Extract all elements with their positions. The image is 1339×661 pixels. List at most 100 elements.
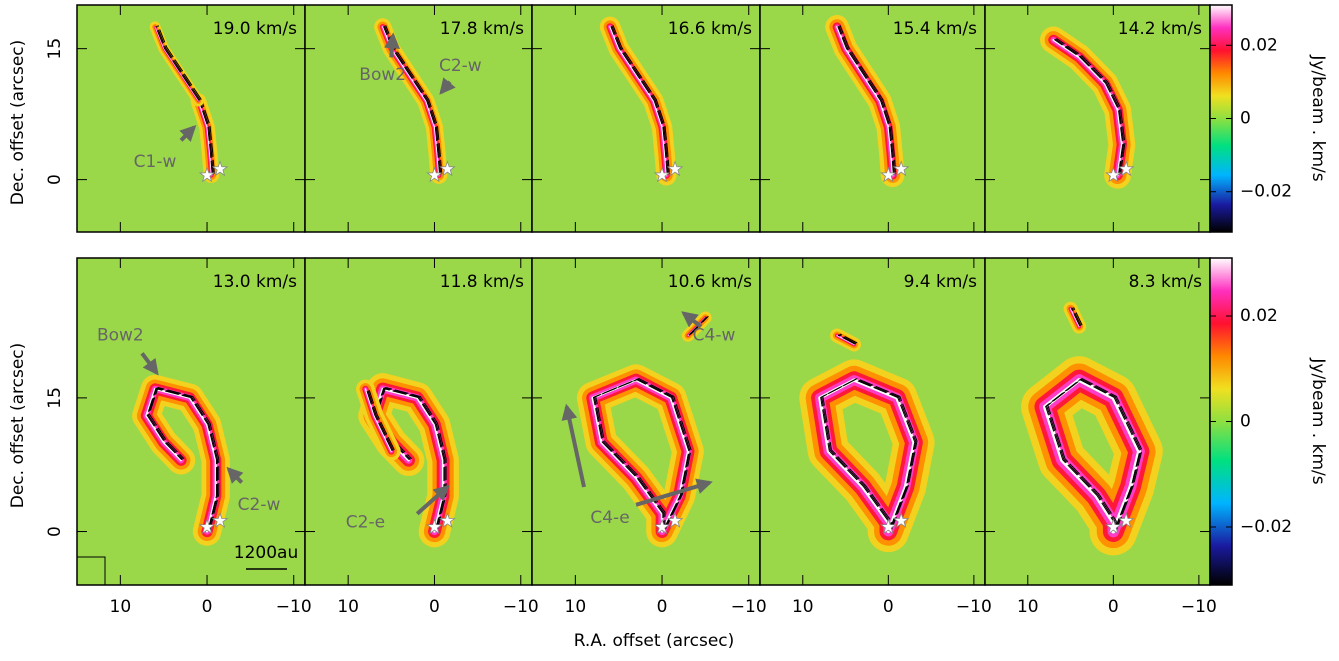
star bbox=[426, 166, 443, 183]
x-tick-label: −10 bbox=[731, 597, 767, 617]
background bbox=[532, 258, 760, 585]
arrow bbox=[439, 77, 456, 95]
emission bbox=[1070, 308, 1080, 327]
map bbox=[77, 5, 305, 232]
map bbox=[305, 258, 532, 585]
beam-box bbox=[76, 556, 106, 586]
velocity-label: 10.6 km/s bbox=[668, 272, 752, 292]
x-tick-label: 10 bbox=[1017, 597, 1039, 617]
colorbar-tick-label: −0.02 bbox=[1240, 517, 1292, 537]
panel: 10.6 km/s 10 0 −10 C4-w C4-e bbox=[531, 257, 767, 617]
star bbox=[892, 160, 910, 177]
star bbox=[211, 160, 229, 177]
map bbox=[760, 258, 985, 585]
contour bbox=[837, 334, 856, 345]
map bbox=[305, 5, 532, 232]
star bbox=[211, 512, 229, 528]
panel: 8.3 km/s 10 0 −10 bbox=[984, 257, 1217, 617]
contour bbox=[157, 25, 202, 100]
arrow bbox=[384, 32, 401, 58]
map bbox=[532, 5, 760, 232]
panel: 16.6 km/s bbox=[531, 4, 761, 233]
star bbox=[880, 166, 897, 183]
background bbox=[77, 5, 305, 232]
colorbar-tick-label: 0.02 bbox=[1240, 306, 1278, 326]
velocity-label: 13.0 km/s bbox=[213, 272, 297, 292]
contour bbox=[1073, 307, 1083, 326]
scale-bar-label: 1200au bbox=[234, 543, 298, 563]
colorbar-label: Jy/beam . km/s bbox=[1308, 357, 1328, 484]
contour bbox=[147, 387, 219, 531]
contour bbox=[146, 387, 218, 532]
map bbox=[985, 258, 1210, 585]
contour bbox=[200, 99, 215, 174]
annotation: C2-w bbox=[238, 495, 281, 515]
emission bbox=[364, 388, 392, 452]
contour bbox=[593, 378, 691, 531]
contour bbox=[1046, 378, 1142, 531]
annotation: Bow2 bbox=[359, 65, 406, 85]
contour bbox=[1053, 39, 1124, 175]
star bbox=[653, 166, 671, 183]
emission bbox=[154, 26, 199, 102]
contour bbox=[611, 25, 669, 175]
x-tick-label: 10 bbox=[792, 597, 814, 617]
panel: 15.4 km/s bbox=[759, 4, 986, 233]
arrow bbox=[561, 403, 586, 488]
x-tick-label: 10 bbox=[337, 597, 359, 617]
contour bbox=[199, 99, 214, 175]
arrow bbox=[226, 466, 244, 484]
star bbox=[892, 512, 910, 528]
contour bbox=[838, 334, 857, 344]
annotation: C1-w bbox=[134, 152, 177, 172]
map bbox=[985, 5, 1210, 232]
contour bbox=[365, 388, 393, 452]
x-tick-label: 0 bbox=[883, 597, 894, 617]
x-tick-label: 0 bbox=[1108, 597, 1119, 617]
y-axis-label: Dec. offset (arcsec) bbox=[8, 343, 28, 509]
contour bbox=[1054, 38, 1125, 175]
arrow bbox=[179, 124, 197, 142]
emission bbox=[609, 26, 668, 176]
colorbar-tick-label: 0 bbox=[1240, 412, 1251, 432]
contour bbox=[1045, 379, 1141, 532]
annotation: C2-w bbox=[439, 56, 482, 76]
star bbox=[880, 518, 897, 535]
map bbox=[532, 258, 760, 585]
x-tick-label: 10 bbox=[565, 597, 587, 617]
star bbox=[198, 518, 216, 535]
panel: 19.0 km/s 0 15 C1-w bbox=[45, 4, 306, 233]
velocity-label: 19.0 km/s bbox=[213, 19, 297, 39]
contour bbox=[367, 387, 395, 451]
velocity-label: 14.2 km/s bbox=[1118, 19, 1202, 39]
contour bbox=[148, 386, 220, 531]
arrow bbox=[681, 311, 703, 329]
velocity-label: 16.6 km/s bbox=[668, 19, 752, 39]
contour bbox=[839, 333, 858, 344]
emission bbox=[836, 26, 894, 177]
velocity-label: 17.8 km/s bbox=[440, 19, 524, 39]
map bbox=[760, 5, 985, 232]
star bbox=[653, 518, 671, 535]
colorbar-label: Jy/beam . km/s bbox=[1308, 54, 1328, 181]
star bbox=[1117, 512, 1135, 528]
background bbox=[760, 5, 985, 232]
annotation: Bow2 bbox=[97, 326, 144, 346]
contour bbox=[839, 25, 897, 174]
emission bbox=[1052, 38, 1123, 177]
x-tick-label: −10 bbox=[956, 597, 992, 617]
star bbox=[1105, 166, 1122, 183]
star bbox=[1105, 518, 1122, 535]
star bbox=[439, 512, 456, 528]
colorbar-tick-label: 0.02 bbox=[1240, 35, 1278, 55]
y-tick-label: 15 bbox=[45, 387, 65, 409]
contour bbox=[1047, 377, 1143, 531]
x-tick-label: 10 bbox=[110, 597, 132, 617]
panel: 17.8 km/s Bow2 C2-w bbox=[304, 4, 533, 233]
emission bbox=[145, 387, 217, 533]
y-tick-label: 15 bbox=[45, 38, 65, 60]
x-tick-label: −10 bbox=[503, 597, 539, 617]
contour bbox=[1070, 308, 1081, 327]
contour bbox=[1056, 38, 1126, 174]
